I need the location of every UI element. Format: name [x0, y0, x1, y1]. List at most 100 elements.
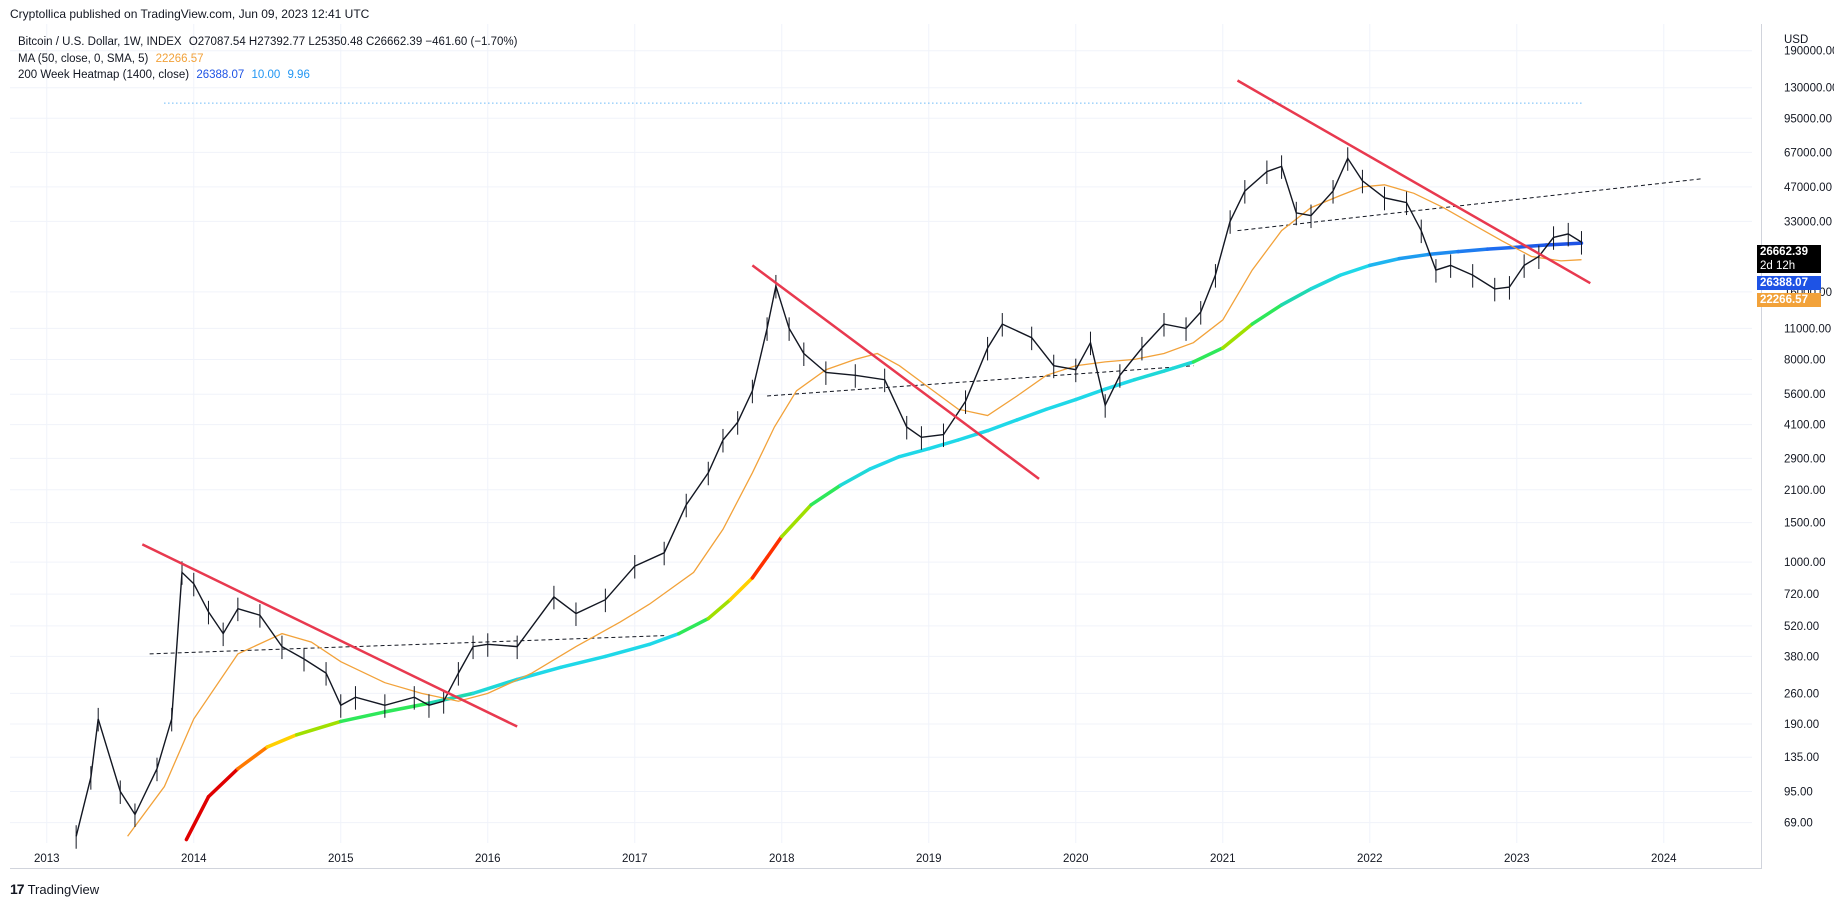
trendline — [1236, 79, 1591, 285]
ma-line — [127, 184, 1582, 837]
x-tick-label: 2024 — [1651, 853, 1677, 865]
y-tick-label: 520.00 — [1784, 621, 1819, 633]
y-tick-label: 190000.00 — [1784, 46, 1834, 58]
heatmap-segment — [765, 534, 784, 560]
heatmap-segment — [956, 428, 990, 442]
y-axis-unit: USD — [1784, 34, 1808, 46]
heatmap-segment — [1074, 387, 1107, 402]
x-tick-label: 2022 — [1357, 853, 1383, 865]
heatmap-segment — [1485, 245, 1519, 251]
heatmap-segment — [1338, 263, 1372, 277]
heatmap-segment — [838, 467, 872, 488]
x-tick-label: 2019 — [916, 853, 942, 865]
dashed-support-line — [149, 635, 665, 655]
chart-series — [75, 79, 1701, 849]
heatmap-segment — [339, 710, 387, 724]
chart-legend: Bitcoin / U.S. Dollar, 1W, INDEX O27087.… — [18, 34, 517, 84]
chart-axes: 190000.00 130000.00 95000.00 67000.00 47000.… — [34, 34, 1834, 865]
heatmap-segment — [1132, 369, 1166, 382]
y-tick-label: 380.00 — [1784, 651, 1819, 663]
y-tick-label: 1500.00 — [1784, 518, 1826, 530]
heatmap-indicator-title[interactable]: 200 Week Heatmap (1400, close) — [18, 69, 190, 81]
heatmap-segment — [471, 677, 519, 696]
x-tick-label: 2017 — [622, 853, 648, 865]
y-tick-label: 190.00 — [1784, 719, 1819, 731]
heatmap-segment — [515, 665, 564, 682]
heatmap-segment — [677, 616, 711, 636]
trendline — [141, 543, 518, 728]
y-tick-label: 95.00 — [1784, 786, 1813, 798]
heatmap-segment — [1162, 360, 1196, 373]
symbol-title[interactable]: Bitcoin / U.S. Dollar, 1W, INDEX — [18, 36, 182, 48]
y-tick-label: 69.00 — [1784, 818, 1813, 830]
heatmap-segment — [706, 597, 733, 621]
heatmap-segment — [647, 631, 681, 647]
heatmap-segment — [1044, 397, 1078, 411]
x-tick-label: 2021 — [1210, 853, 1236, 865]
y-tick-label: 260.00 — [1784, 688, 1819, 700]
y-tick-label: 11000.00 — [1784, 323, 1831, 335]
ma-price-tag: 22266.57 — [1757, 293, 1821, 307]
ma-indicator-value: 22266.57 — [155, 52, 204, 65]
heatmap-segment — [1456, 247, 1490, 254]
y-tick-label: 33000.00 — [1784, 216, 1832, 228]
y-tick-label: 135.00 — [1784, 752, 1819, 764]
heatmap-segment — [780, 503, 813, 539]
heatmap-segment — [1250, 303, 1284, 326]
heatmap-value-2: 10.00 — [251, 69, 281, 81]
footer-brand[interactable]: 17 TradingView — [10, 881, 99, 897]
heatmap-value-3: 9.96 — [287, 69, 310, 81]
x-tick-label: 2018 — [769, 853, 795, 865]
brand-name: TradingView — [27, 881, 100, 897]
x-tick-label: 2016 — [475, 853, 501, 865]
y-tick-label: 4100.00 — [1784, 420, 1826, 432]
heatmap-segment — [1515, 243, 1548, 249]
legend-row-heatmap: 200 Week Heatmap (1400, close) 26388.07 … — [18, 67, 517, 84]
heatmap-segment — [427, 691, 475, 705]
dashed-support-line — [1237, 178, 1701, 232]
x-tick-label: 2015 — [328, 853, 354, 865]
x-tick-label: 2023 — [1504, 853, 1530, 865]
heatmap-segment — [265, 733, 299, 749]
x-tick-label: 2020 — [1063, 853, 1089, 865]
heatmap-segment — [750, 555, 769, 580]
heatmap-segment — [383, 701, 431, 714]
heatmap-segment — [1368, 256, 1401, 268]
y-tick-label: 720.00 — [1784, 589, 1819, 601]
heatmap-segment — [1426, 249, 1460, 257]
legend-row-symbol: Bitcoin / U.S. Dollar, 1W, INDEX O27087.… — [18, 34, 517, 51]
heatmap-segment — [1221, 322, 1254, 350]
ohlc-values: O27087.54 H27392.77 L25350.48 C26662.39 … — [188, 36, 518, 48]
heatmap-segment — [184, 795, 211, 842]
heatmap-segment — [294, 719, 343, 737]
trendline — [751, 264, 1040, 480]
ma-indicator-title[interactable]: MA (50, close, 0, SMA, 5) — [18, 52, 149, 65]
heatmap-segment — [1309, 273, 1343, 291]
heatmap-segment — [236, 745, 270, 771]
legend-row-ma: MA (50, close, 0, SMA, 5) 22266.57 — [18, 51, 517, 68]
chart-area[interactable] — [10, 24, 1762, 869]
tradingview-logo-icon: 17 — [10, 881, 25, 897]
dashed-support-line — [767, 365, 1194, 397]
x-tick-label: 2013 — [34, 853, 60, 865]
publisher-credit: Cryptollica published on TradingView.com… — [10, 7, 370, 21]
y-tick-label: 67000.00 — [1784, 147, 1832, 159]
x-tick-label: 2014 — [181, 853, 207, 865]
heatmap-segment — [603, 642, 652, 659]
y-tick-label: 2900.00 — [1784, 453, 1826, 465]
heatmap-segment — [206, 766, 240, 799]
heatmap-price-tag: 26388.07 — [1757, 276, 1821, 290]
heatmap-segment — [1279, 287, 1313, 307]
heatmap-segment — [868, 454, 902, 471]
close-price-tag: 26662.39 — [1757, 245, 1821, 259]
heatmap-segment — [809, 483, 843, 507]
price-line — [75, 156, 1582, 837]
heatmap-segment — [1397, 252, 1431, 261]
heatmap-segment — [559, 654, 608, 669]
heatmap-segment — [897, 446, 931, 459]
heatmap-segment — [728, 576, 755, 602]
heatmap-segment — [1015, 407, 1049, 422]
y-tick-label: 47000.00 — [1784, 182, 1832, 194]
chart-grid — [10, 24, 1752, 843]
